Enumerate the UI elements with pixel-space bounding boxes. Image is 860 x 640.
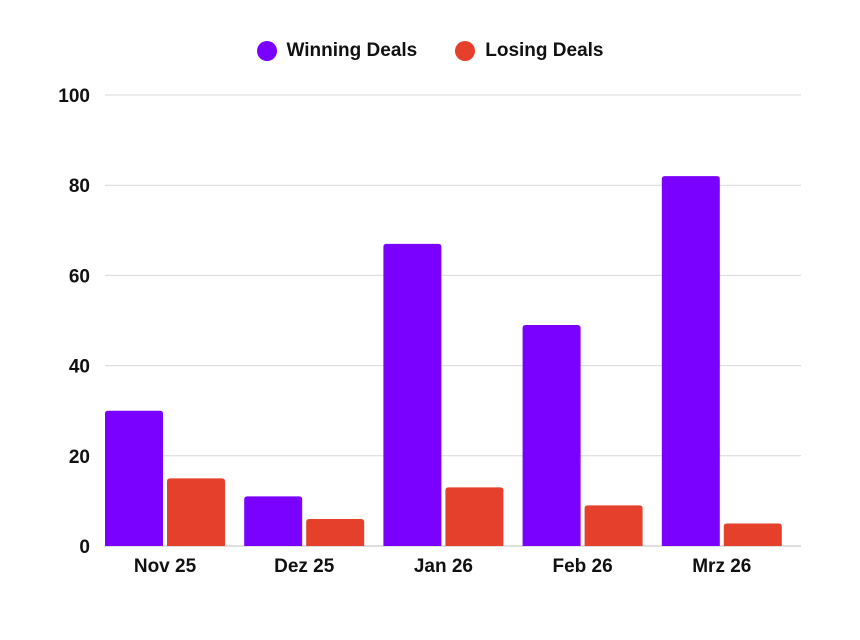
bar-losing [306, 518, 365, 546]
x-tick-label: Mrz 26 [692, 556, 751, 577]
bar-losing [445, 487, 504, 546]
x-tick-label: Feb 26 [552, 556, 612, 577]
y-tick-label: 0 [79, 537, 90, 558]
x-tick-label: Nov 25 [134, 556, 197, 577]
bar-winning [105, 410, 163, 546]
y-tick-label: 40 [69, 357, 90, 378]
bar-winning [383, 243, 442, 546]
x-tick-label: Dez 25 [274, 556, 335, 577]
legend-item-losing: Losing Deals [455, 40, 603, 62]
bar-winning [661, 176, 720, 546]
legend-label-losing: Losing Deals [485, 40, 604, 61]
y-tick-label: 100 [58, 86, 90, 107]
bar-winning [244, 496, 303, 546]
legend-label-winning: Winning Deals [286, 40, 418, 61]
bar-losing [584, 505, 643, 546]
legend-item-winning: Winning Deals [256, 40, 418, 62]
legend-swatch-losing [455, 41, 476, 61]
legend: Winning Deals Losing Deals [0, 40, 860, 62]
y-tick-label: 60 [69, 266, 90, 287]
legend-swatch-winning [256, 41, 277, 61]
y-tick-label: 20 [69, 447, 90, 468]
bar-losing [167, 478, 225, 546]
y-tick-label: 80 [69, 176, 90, 197]
x-tick-label: Jan 26 [414, 556, 473, 577]
bar-winning [522, 325, 581, 546]
bar-losing [723, 523, 782, 546]
